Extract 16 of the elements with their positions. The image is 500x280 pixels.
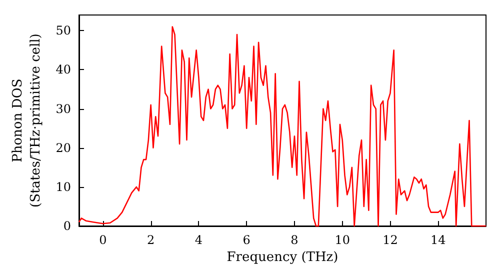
y-tick-label: 0	[63, 219, 71, 233]
y-axis-title: Phonon DOS (States/THz·primitive cell)	[10, 33, 44, 208]
x-tick-label: 14	[430, 233, 446, 247]
y-tick-label: 20	[56, 140, 71, 155]
x-tick-label: 8	[290, 233, 298, 247]
x-tick-label: 2	[147, 233, 155, 247]
x-axis-title: Frequency (THz)	[226, 250, 338, 265]
x-tick-label: 6	[242, 233, 250, 247]
y-tick-label: 40	[56, 62, 71, 77]
x-tick-label: 4	[194, 233, 203, 247]
x-tick-label: 0	[99, 233, 107, 247]
y-tick-label: 30	[56, 102, 71, 116]
y-tick-label: 50	[56, 24, 71, 38]
x-tick-label: 12	[382, 233, 398, 247]
x-tick-label: 10	[334, 233, 350, 247]
y-tick-label: 10	[56, 180, 71, 194]
